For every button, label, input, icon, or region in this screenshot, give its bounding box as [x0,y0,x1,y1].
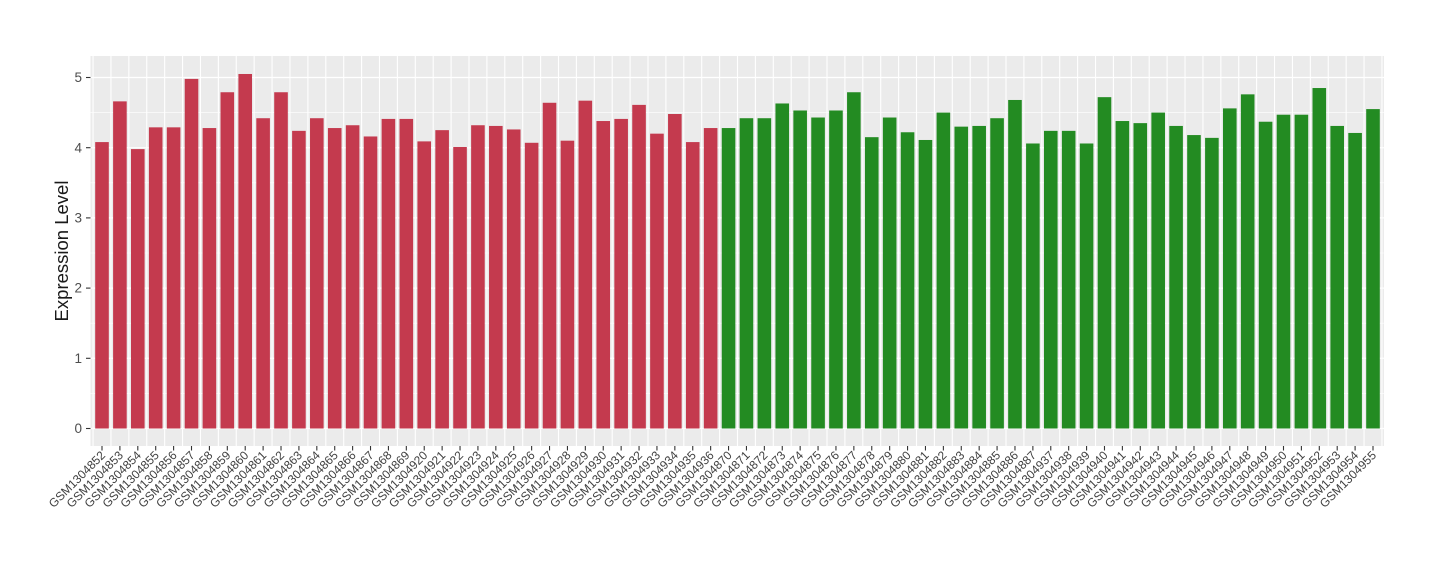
bars [95,73,1380,429]
y-tick-label: 0 [74,421,82,436]
bar-GSM1304921 [435,130,449,429]
bar-GSM1304887 [1026,143,1040,429]
bar-GSM1304871 [739,118,754,429]
bar-GSM1304932 [632,104,646,429]
bar-GSM1304880 [900,132,915,429]
bar-GSM1304869 [399,118,414,429]
bar-GSM1304946 [1205,137,1219,429]
bar-GSM1304853 [113,101,127,429]
bar-GSM1304881 [918,139,933,429]
bar-GSM1304930 [596,121,611,429]
bar-GSM1304931 [614,118,628,429]
bar-GSM1304872 [757,118,772,429]
bar-GSM1304949 [1258,121,1273,429]
bar-GSM1304934 [668,114,682,429]
bar-GSM1304866 [345,125,360,429]
axis-ticks [86,76,1374,451]
bar-GSM1304937 [1043,130,1058,429]
bar-GSM1304948 [1240,94,1255,429]
bar-GSM1304924 [489,125,503,429]
bar-GSM1304854 [131,149,145,429]
bar-GSM1304864 [310,118,324,429]
bar-GSM1304933 [650,133,664,429]
bar-GSM1304920 [417,141,432,429]
bar-GSM1304935 [685,142,700,429]
bar-GSM1304938 [1061,130,1076,429]
bar-GSM1304857 [184,78,199,429]
bar-GSM1304873 [775,103,790,429]
bar-GSM1304944 [1169,125,1183,429]
bar-GSM1304879 [882,117,897,429]
bar-GSM1304926 [524,142,539,429]
bar-GSM1304867 [363,136,378,429]
bar-GSM1304954 [1348,132,1362,429]
bar-GSM1304936 [703,128,718,429]
bar-GSM1304945 [1187,135,1201,429]
bar-GSM1304950 [1276,114,1291,429]
bar-GSM1304943 [1151,112,1165,429]
bar-GSM1304868 [381,118,396,429]
bar-GSM1304874 [793,110,807,429]
bar-GSM1304875 [811,117,825,429]
bar-GSM1304865 [327,128,342,429]
bar-GSM1304947 [1222,108,1237,429]
x-tick-labels: GSM1304852GSM1304853GSM1304854GSM1304855… [46,448,1379,510]
bar-GSM1304929 [578,100,593,429]
bar-GSM1304953 [1330,125,1344,429]
bar-GSM1304928 [560,140,575,429]
bar-GSM1304855 [148,127,163,429]
bar-GSM1304863 [292,130,306,429]
bar-GSM1304922 [453,146,467,429]
bar-GSM1304941 [1115,121,1130,429]
y-tick-label: 5 [74,70,82,85]
bar-GSM1304952 [1312,88,1327,429]
y-tick-label: 1 [74,351,82,366]
bar-GSM1304859 [220,92,235,429]
y-tick-label: 3 [74,211,82,226]
y-tick-label: 2 [74,281,82,296]
bar-GSM1304876 [829,110,843,429]
bar-GSM1304878 [864,137,879,429]
y-axis-title: Expression Level [51,181,72,322]
bar-GSM1304951 [1294,114,1309,429]
bar-GSM1304925 [506,129,521,429]
bar-GSM1304877 [847,92,861,429]
gridlines [90,56,1384,446]
bar-GSM1304927 [542,102,557,429]
bar-GSM1304955 [1366,109,1380,429]
bar-GSM1304860 [238,73,253,429]
bar-GSM1304870 [721,128,736,429]
bar-GSM1304862 [274,92,288,429]
bar-GSM1304861 [256,118,270,429]
bar-GSM1304942 [1133,123,1148,429]
y-tick-labels: 0 1 2 3 4 5 [74,70,82,436]
bar-GSM1304883 [954,126,969,429]
bar-GSM1304858 [202,128,217,429]
bar-GSM1304882 [936,112,951,429]
bar-GSM1304940 [1097,97,1112,429]
bar-GSM1304856 [166,127,181,429]
bar-GSM1304923 [471,125,485,429]
bar-GSM1304852 [95,142,109,429]
bar-GSM1304939 [1079,143,1094,429]
bar-GSM1304886 [1008,99,1022,429]
bar-GSM1304885 [990,118,1004,429]
y-tick-label: 4 [74,140,82,155]
bar-GSM1304884 [972,125,986,429]
